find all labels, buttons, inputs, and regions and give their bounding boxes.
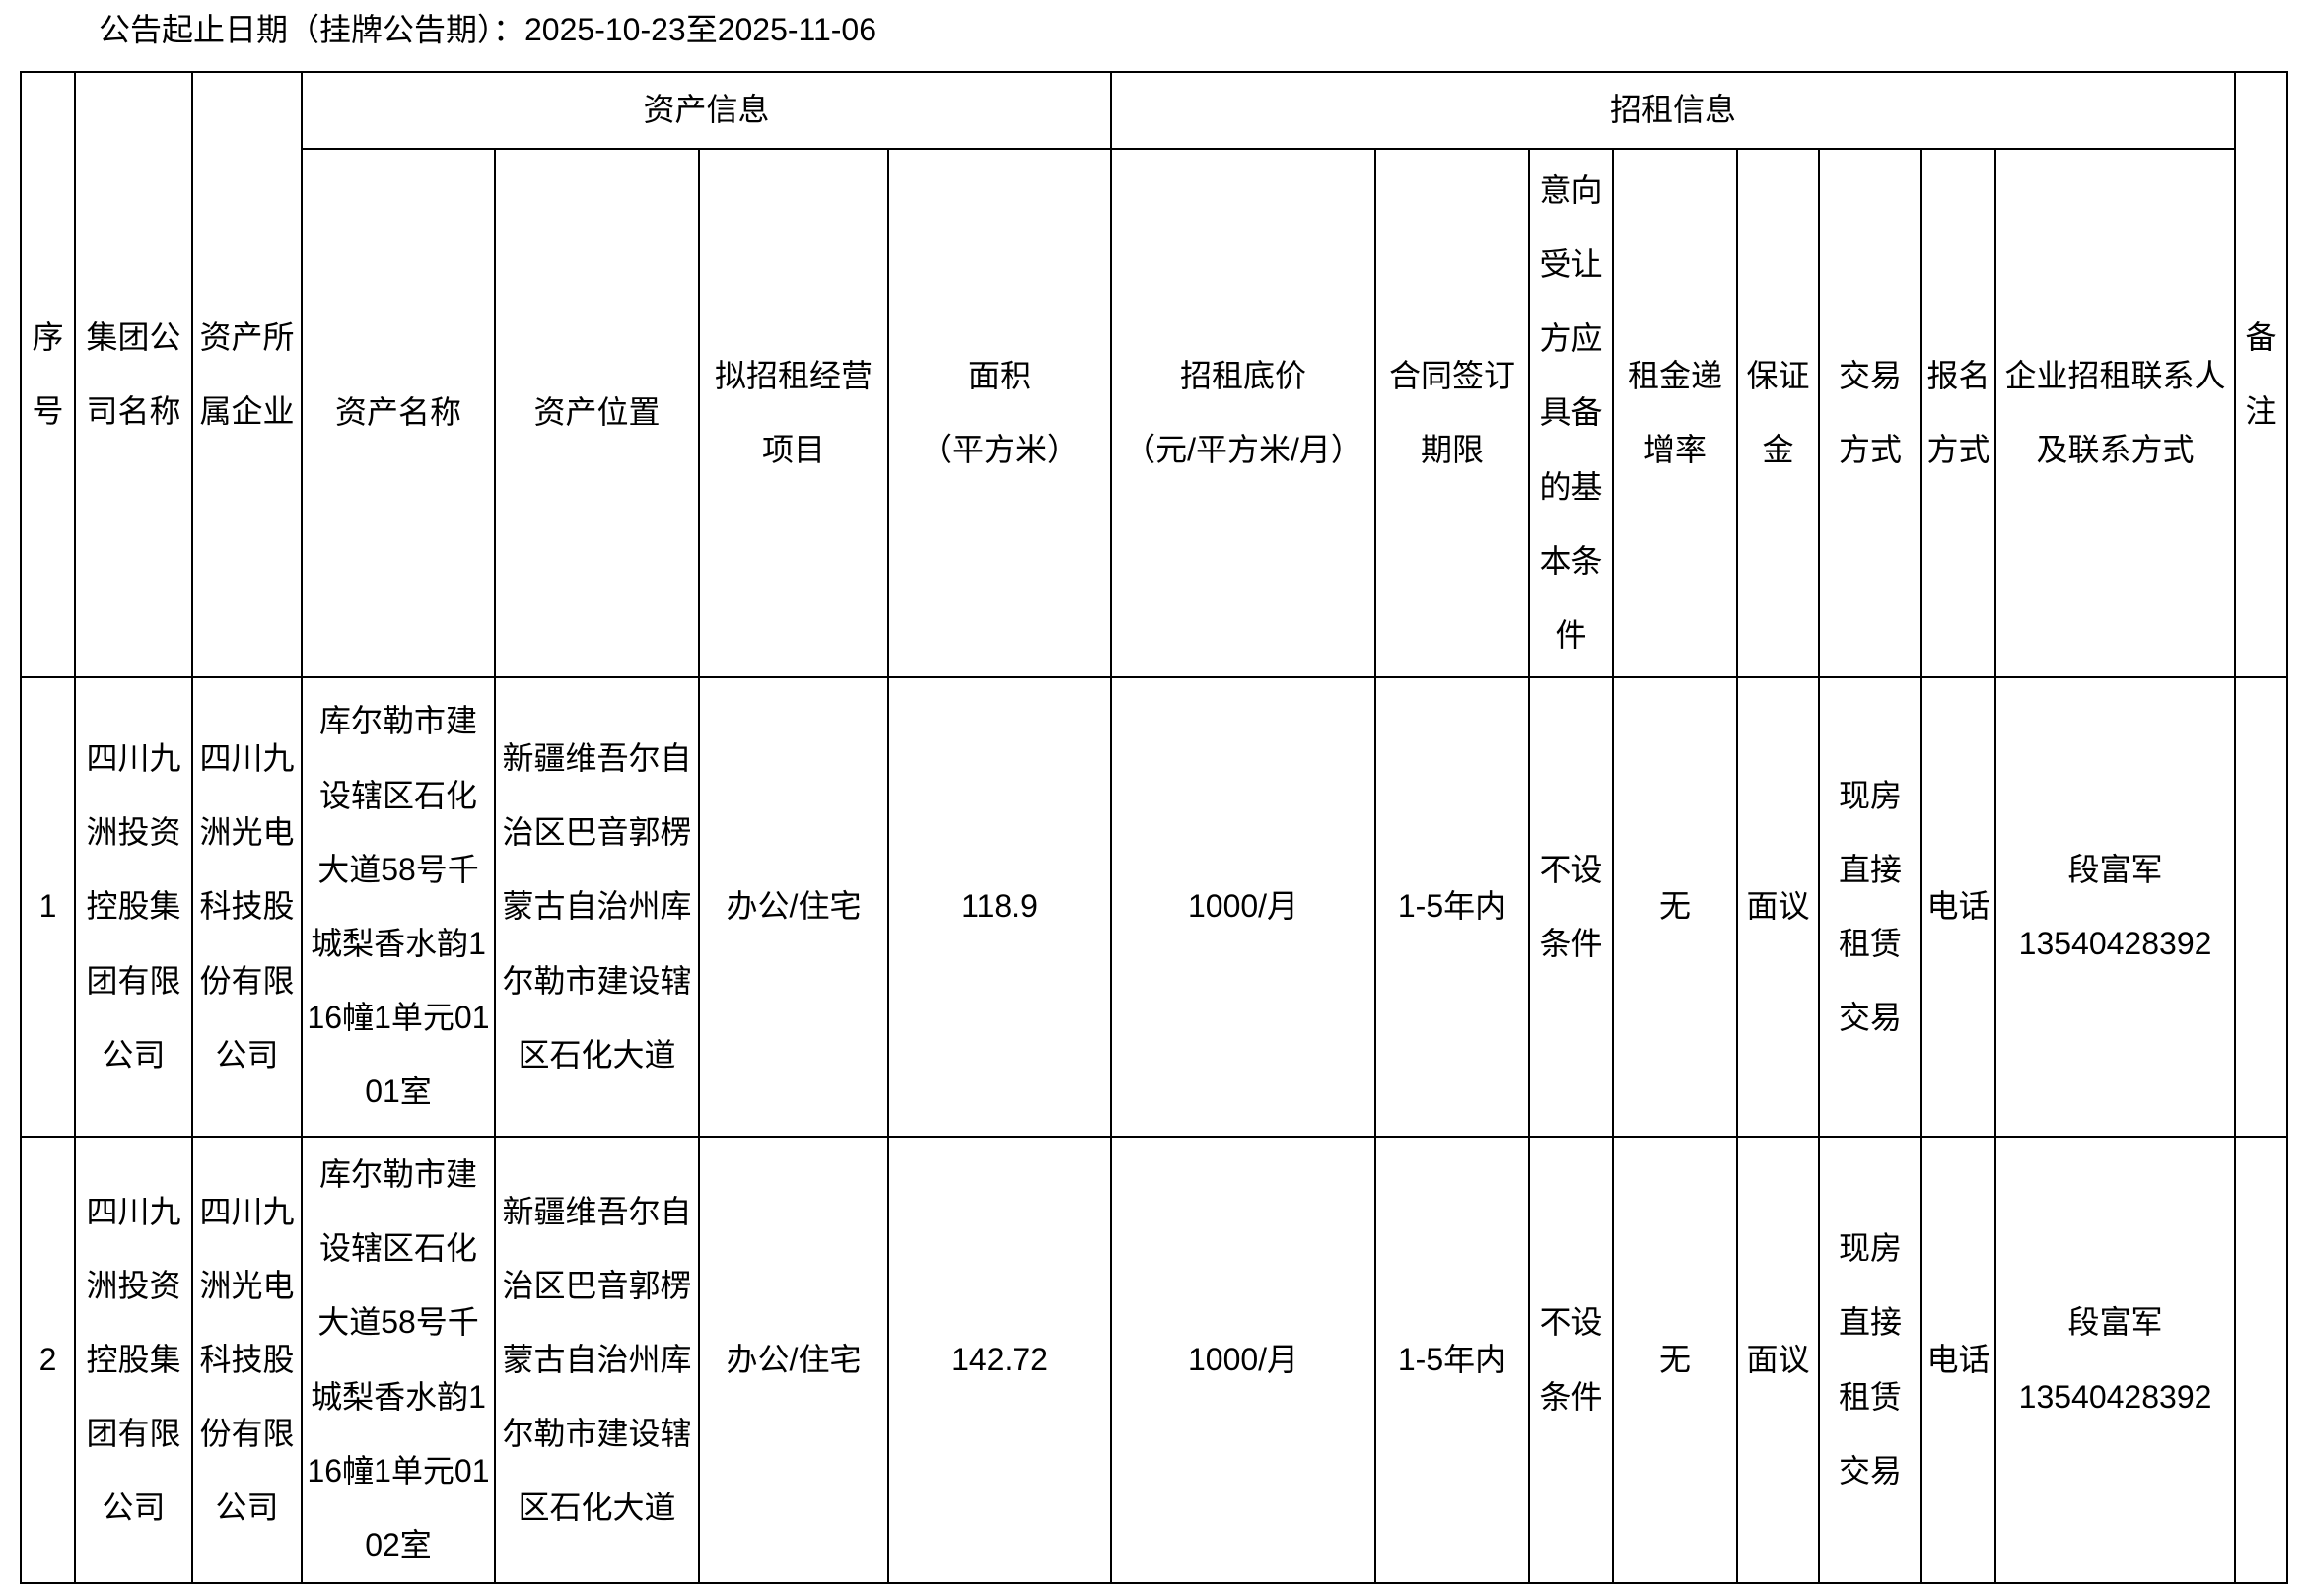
cell-group-company: 四川九洲投资控股集团有限公司 [74, 676, 193, 1138]
cell-deposit: 面议 [1736, 676, 1821, 1138]
page-title: 公告起止日期（挂牌公告期）：2025-10-23至2025-11-06 [99, 12, 877, 47]
header-planned-business: 拟招租经营项目 [698, 148, 889, 678]
cell-remarks [2234, 1135, 2289, 1585]
header-asset-owner: 资产所属企业 [191, 71, 303, 678]
cell-transaction-method: 现房直接租赁交易 [1818, 676, 1923, 1138]
cell-base-price: 1000/月 [1110, 1135, 1377, 1585]
cell-asset-location: 新疆维吾尔自治区巴音郭楞蒙古自治州库尔勒市建设辖区石化大道 [494, 1135, 700, 1585]
announcement-page: 公告起止日期（挂牌公告期）：2025-10-23至2025-11-06 序号 集… [0, 8, 2303, 1596]
header-rent-increase-rate: 租金递增率 [1612, 148, 1739, 678]
cell-deposit: 面议 [1736, 1135, 1821, 1585]
cell-asset-owner: 四川九洲光电科技股份有限公司 [191, 1135, 303, 1585]
cell-asset-owner: 四川九洲光电科技股份有限公司 [191, 676, 303, 1138]
cell-transferee-conditions: 不设条件 [1528, 676, 1615, 1138]
header-seq: 序号 [20, 71, 76, 678]
header-asset-location: 资产位置 [494, 148, 700, 678]
cell-planned-business: 办公/住宅 [698, 676, 889, 1138]
cell-area: 118.9 [886, 676, 1113, 1138]
table-header: 序号 集团公司名称 资产所属企业 资产信息 招租信息 备注 资产名称 资产位置 … [20, 71, 2289, 678]
table-group-header-row: 序号 集团公司名称 资产所属企业 资产信息 招租信息 备注 [20, 71, 2289, 678]
header-area: 面积 （平方米） [886, 148, 1113, 678]
cell-rent-increase-rate: 无 [1612, 676, 1739, 1138]
cell-contact: 段富军 13540428392 [1994, 676, 2237, 1138]
cell-planned-business: 办公/住宅 [698, 1135, 889, 1585]
header-asset-name: 资产名称 [301, 148, 496, 678]
header-registration-method: 报名方式 [1920, 148, 1997, 678]
header-deposit: 保证金 [1736, 148, 1821, 678]
cell-transferee-conditions: 不设条件 [1528, 1135, 1615, 1585]
cell-seq: 2 [20, 1135, 76, 1585]
rental-announcement-table: 序号 集团公司名称 资产所属企业 资产信息 招租信息 备注 资产名称 资产位置 … [20, 71, 2289, 1585]
header-contract-term: 合同签订期限 [1374, 148, 1531, 678]
cell-contract-term: 1-5年内 [1374, 676, 1531, 1138]
cell-asset-name: 库尔勒市建设辖区石化大道58号千城梨香水韵116幢1单元0102室 [301, 1135, 496, 1585]
header-remarks: 备注 [2234, 71, 2289, 678]
header-transaction-method: 交易方式 [1818, 148, 1923, 678]
cell-area: 142.72 [886, 1135, 1113, 1585]
table-row: 1 四川九洲投资控股集团有限公司 四川九洲光电科技股份有限公司 库尔勒市建设辖区… [20, 676, 2289, 1138]
header-contact: 企业招租联系人及联系方式 [1994, 148, 2237, 678]
header-transferee-conditions: 意向受让方应具备的基本条件 [1528, 148, 1615, 678]
table-column-header-row: 资产名称 资产位置 拟招租经营项目 面积 （平方米） 招租底价 （元/平方米/月… [21, 148, 2287, 678]
cell-group-company: 四川九洲投资控股集团有限公司 [74, 1135, 193, 1585]
cell-contract-term: 1-5年内 [1374, 1135, 1531, 1585]
cell-base-price: 1000/月 [1110, 676, 1377, 1138]
table-row: 2 四川九洲投资控股集团有限公司 四川九洲光电科技股份有限公司 库尔勒市建设辖区… [20, 1135, 2289, 1585]
cell-seq: 1 [20, 676, 76, 1138]
cell-registration-method: 电话 [1920, 1135, 1997, 1585]
cell-remarks [2234, 676, 2289, 1138]
header-base-price: 招租底价 （元/平方米/月） [1110, 148, 1377, 678]
group-header-rental-info: 招租信息 [1110, 71, 2237, 150]
group-header-asset-info: 资产信息 [300, 71, 1113, 150]
cell-asset-name: 库尔勒市建设辖区石化大道58号千城梨香水韵116幢1单元0101室 [301, 676, 496, 1138]
cell-rent-increase-rate: 无 [1612, 1135, 1739, 1585]
cell-contact: 段富军 13540428392 [1994, 1135, 2237, 1585]
header-group-company: 集团公司名称 [74, 71, 193, 678]
cell-asset-location: 新疆维吾尔自治区巴音郭楞蒙古自治州库尔勒市建设辖区石化大道 [494, 676, 700, 1138]
cell-registration-method: 电话 [1920, 676, 1997, 1138]
cell-transaction-method: 现房直接租赁交易 [1818, 1135, 1923, 1585]
table-body: 1 四川九洲投资控股集团有限公司 四川九洲光电科技股份有限公司 库尔勒市建设辖区… [20, 676, 2289, 1585]
